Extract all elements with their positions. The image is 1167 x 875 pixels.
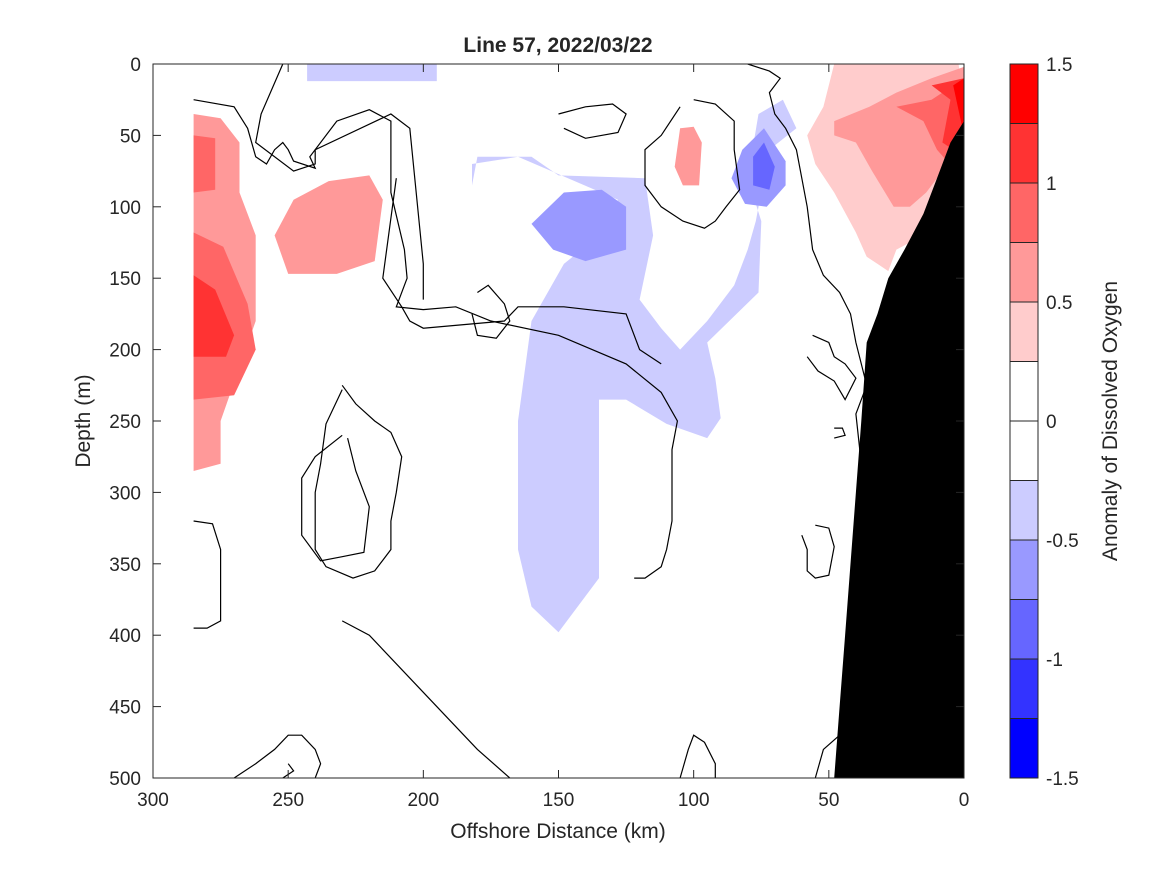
zero-contour-5 bbox=[301, 434, 370, 562]
y-tick-label: 300 bbox=[109, 483, 141, 504]
colorbar-frame bbox=[1009, 63, 1039, 779]
colorbar-segment bbox=[1010, 302, 1038, 362]
x-tick-label: 300 bbox=[137, 790, 169, 811]
y-tick-label: 0 bbox=[130, 55, 141, 76]
zero-contour-16 bbox=[233, 734, 322, 778]
zero-contour-12 bbox=[834, 427, 846, 439]
y-tick-label: 250 bbox=[109, 412, 141, 433]
chart-title: Line 57, 2022/03/22 bbox=[463, 34, 652, 57]
anomaly-region-6 bbox=[472, 99, 797, 633]
anomaly-region-15 bbox=[953, 78, 964, 136]
y-tick-label: 50 bbox=[120, 126, 141, 147]
zero-contour-3 bbox=[341, 620, 511, 778]
colorbar-segment bbox=[1010, 242, 1038, 303]
zero-contour-14 bbox=[679, 734, 716, 778]
colorbar-label: Anomaly of Dissolved Oxygen bbox=[1099, 281, 1122, 561]
colorbar-tick-label: -1 bbox=[1046, 650, 1063, 671]
bathymetry-shape bbox=[834, 121, 964, 778]
anomaly-region-13 bbox=[896, 78, 964, 172]
anomaly-region-4 bbox=[274, 175, 383, 274]
colorbar-tick-label: 0.5 bbox=[1046, 293, 1072, 314]
x-tick-label: 250 bbox=[272, 790, 304, 811]
colorbar-segment bbox=[1010, 599, 1038, 660]
y-axis-title: Depth (m) bbox=[72, 374, 95, 467]
colorbar-segment bbox=[1010, 718, 1038, 779]
zero-contour-0 bbox=[193, 99, 679, 579]
anomaly-region-10 bbox=[674, 126, 702, 186]
colorbar-segment bbox=[1010, 659, 1038, 719]
x-tick-label: 100 bbox=[678, 790, 710, 811]
y-tick-label: 350 bbox=[109, 555, 141, 576]
colorbar-segment bbox=[1010, 183, 1038, 243]
zero-contour-8 bbox=[558, 103, 627, 139]
colorbar-tick-label: 1.5 bbox=[1046, 55, 1072, 76]
zero-contour-6 bbox=[314, 384, 403, 579]
colorbar-tick-label: 1 bbox=[1046, 174, 1057, 195]
zero-contour-9 bbox=[644, 99, 741, 229]
colorbar: 1.5 1 0.5 0 -0.5 -1 -1.5 bbox=[1009, 55, 1079, 790]
zero-contour-2 bbox=[382, 178, 662, 365]
y-tick-label: 450 bbox=[109, 698, 141, 719]
y-tick-label: 200 bbox=[109, 341, 141, 362]
y-tick-label: 500 bbox=[109, 769, 141, 790]
x-tick-label: 0 bbox=[959, 790, 970, 811]
x-axis-title: Offshore Distance (km) bbox=[450, 820, 666, 843]
anomaly-region-3 bbox=[193, 275, 235, 357]
y-tick-label: 400 bbox=[109, 626, 141, 647]
zero-contour-18 bbox=[806, 334, 857, 401]
colorbar-segment bbox=[1010, 480, 1038, 541]
anomaly-region-9 bbox=[753, 142, 775, 190]
zero-contour-7 bbox=[471, 284, 511, 339]
colorbar-tick-label: -1.5 bbox=[1046, 769, 1079, 790]
x-tick-label: 200 bbox=[407, 790, 439, 811]
colorbar-tick-label: -0.5 bbox=[1046, 531, 1079, 552]
anomaly-region-7 bbox=[531, 189, 627, 262]
zero-contour-11 bbox=[801, 524, 835, 579]
y-tick-label: 100 bbox=[109, 198, 141, 219]
x-tick-label: 150 bbox=[543, 790, 575, 811]
colorbar-segment bbox=[1010, 361, 1038, 422]
anomaly-region-5 bbox=[307, 64, 437, 82]
zero-contour-17 bbox=[282, 763, 295, 778]
colorbar-segment bbox=[1010, 123, 1038, 184]
y-tick-label: 150 bbox=[109, 269, 141, 290]
x-tick-label: 50 bbox=[818, 790, 839, 811]
colorbar-segment bbox=[1010, 64, 1038, 124]
anomaly-region-1 bbox=[193, 135, 216, 193]
y-axis-ticks: 0 50 100 150 200 250 300 350 400 450 500 bbox=[109, 55, 964, 790]
colorbar-tick-label: 0 bbox=[1046, 412, 1057, 433]
colorbar-segment bbox=[1010, 421, 1038, 481]
zero-contour-4 bbox=[193, 520, 222, 629]
zero-contour-1 bbox=[255, 64, 424, 300]
colorbar-segment bbox=[1010, 540, 1038, 600]
bathymetry bbox=[834, 121, 964, 778]
x-axis-ticks: 300 250 200 150 100 50 0 bbox=[137, 64, 969, 811]
